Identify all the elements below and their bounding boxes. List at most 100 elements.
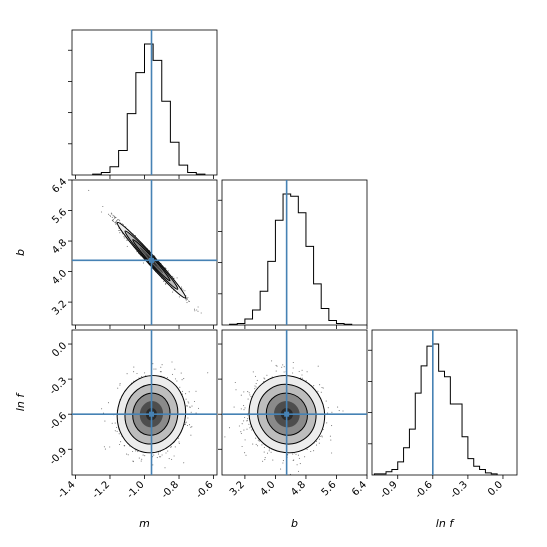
sample-point <box>292 372 294 374</box>
sample-point <box>185 398 187 400</box>
sample-point <box>244 407 246 409</box>
sample-point <box>111 213 113 215</box>
sample-point <box>115 221 117 223</box>
sample-point <box>120 441 122 443</box>
sample-point <box>264 378 266 380</box>
sample-point <box>255 386 257 388</box>
sample-point <box>124 445 126 447</box>
sample-point <box>138 457 140 459</box>
sample-point <box>248 423 250 425</box>
sample-point <box>180 372 182 374</box>
sample-point <box>263 446 265 448</box>
sample-point <box>187 296 189 299</box>
sample-point <box>116 220 118 222</box>
sample-point <box>283 371 285 373</box>
sample-point <box>141 458 143 460</box>
sample-point <box>118 433 120 435</box>
y-tick-label-lnf: 0.0 <box>50 340 69 359</box>
x-tick-label-lnf: 0.0 <box>486 479 505 498</box>
y-tick-label-b: 6.4 <box>50 176 69 195</box>
sample-point <box>289 473 291 475</box>
sample-point <box>174 446 176 448</box>
sample-point <box>275 364 277 366</box>
sample-point <box>326 422 328 424</box>
sample-point <box>114 217 116 219</box>
sample-point <box>244 452 246 454</box>
sample-point <box>119 384 121 386</box>
truth-marker <box>149 411 155 417</box>
sample-point <box>112 218 115 220</box>
sample-point <box>255 437 257 439</box>
x-tick-label-m: -0.8 <box>160 479 182 501</box>
sample-point <box>256 445 259 447</box>
sample-point <box>152 363 154 365</box>
sample-point <box>224 436 226 438</box>
sample-point <box>179 386 181 388</box>
sample-point <box>292 367 294 369</box>
sample-point <box>141 375 143 378</box>
sample-point <box>292 453 294 455</box>
sample-point <box>113 215 115 217</box>
sample-point <box>119 232 121 234</box>
sample-point <box>177 437 179 439</box>
sample-point <box>126 245 128 247</box>
sample-point <box>170 445 172 447</box>
x-tick-label-m: -1.0 <box>125 479 147 501</box>
sample-point <box>331 411 333 413</box>
sample-point <box>228 427 231 429</box>
sample-point <box>240 394 242 396</box>
sample-point <box>255 383 257 385</box>
sample-point <box>186 298 188 301</box>
sample-point <box>255 443 257 445</box>
sample-point <box>112 214 114 216</box>
sample-point <box>320 391 322 393</box>
sample-point <box>241 423 243 425</box>
histogram-b <box>229 193 353 325</box>
sample-point <box>235 389 237 391</box>
sample-point <box>249 427 251 429</box>
sample-point <box>142 454 144 456</box>
sample-point <box>185 299 187 301</box>
sample-point <box>246 428 248 430</box>
sample-point <box>258 440 260 442</box>
sample-point <box>136 372 138 375</box>
sample-point <box>166 376 168 379</box>
sample-point <box>266 374 268 376</box>
sample-point <box>109 214 111 216</box>
sample-point <box>280 468 282 470</box>
sample-point <box>264 457 266 459</box>
sample-point <box>185 421 187 423</box>
sample-point <box>247 418 249 420</box>
sample-point <box>176 277 178 279</box>
sample-point <box>114 422 116 424</box>
sample-point <box>193 400 196 403</box>
sample-point <box>207 372 209 374</box>
sample-point <box>329 435 331 437</box>
sample-point <box>244 416 246 419</box>
sample-point <box>247 391 249 393</box>
sample-point <box>140 460 142 462</box>
sample-point <box>158 456 161 458</box>
sample-point <box>190 411 192 413</box>
sample-point <box>100 211 103 213</box>
sample-point <box>315 444 318 446</box>
sample-point <box>161 364 163 366</box>
sample-point <box>243 420 245 422</box>
sample-point <box>184 290 186 292</box>
sample-point <box>191 405 193 407</box>
sample-point <box>133 366 135 368</box>
sample-point <box>310 450 312 453</box>
sample-point <box>160 371 162 373</box>
sample-point <box>178 296 180 298</box>
sample-point <box>111 219 113 221</box>
sample-point <box>306 371 308 373</box>
x-tick-label-b: 6.4 <box>350 479 369 498</box>
sample-point <box>301 377 303 379</box>
y-axis-label-b: b <box>14 249 27 256</box>
sample-point <box>114 221 116 223</box>
sample-point <box>297 470 300 472</box>
sample-point <box>299 463 301 465</box>
sample-point <box>243 429 245 431</box>
sample-point <box>257 439 259 441</box>
scatter-m-lnf <box>72 330 217 475</box>
